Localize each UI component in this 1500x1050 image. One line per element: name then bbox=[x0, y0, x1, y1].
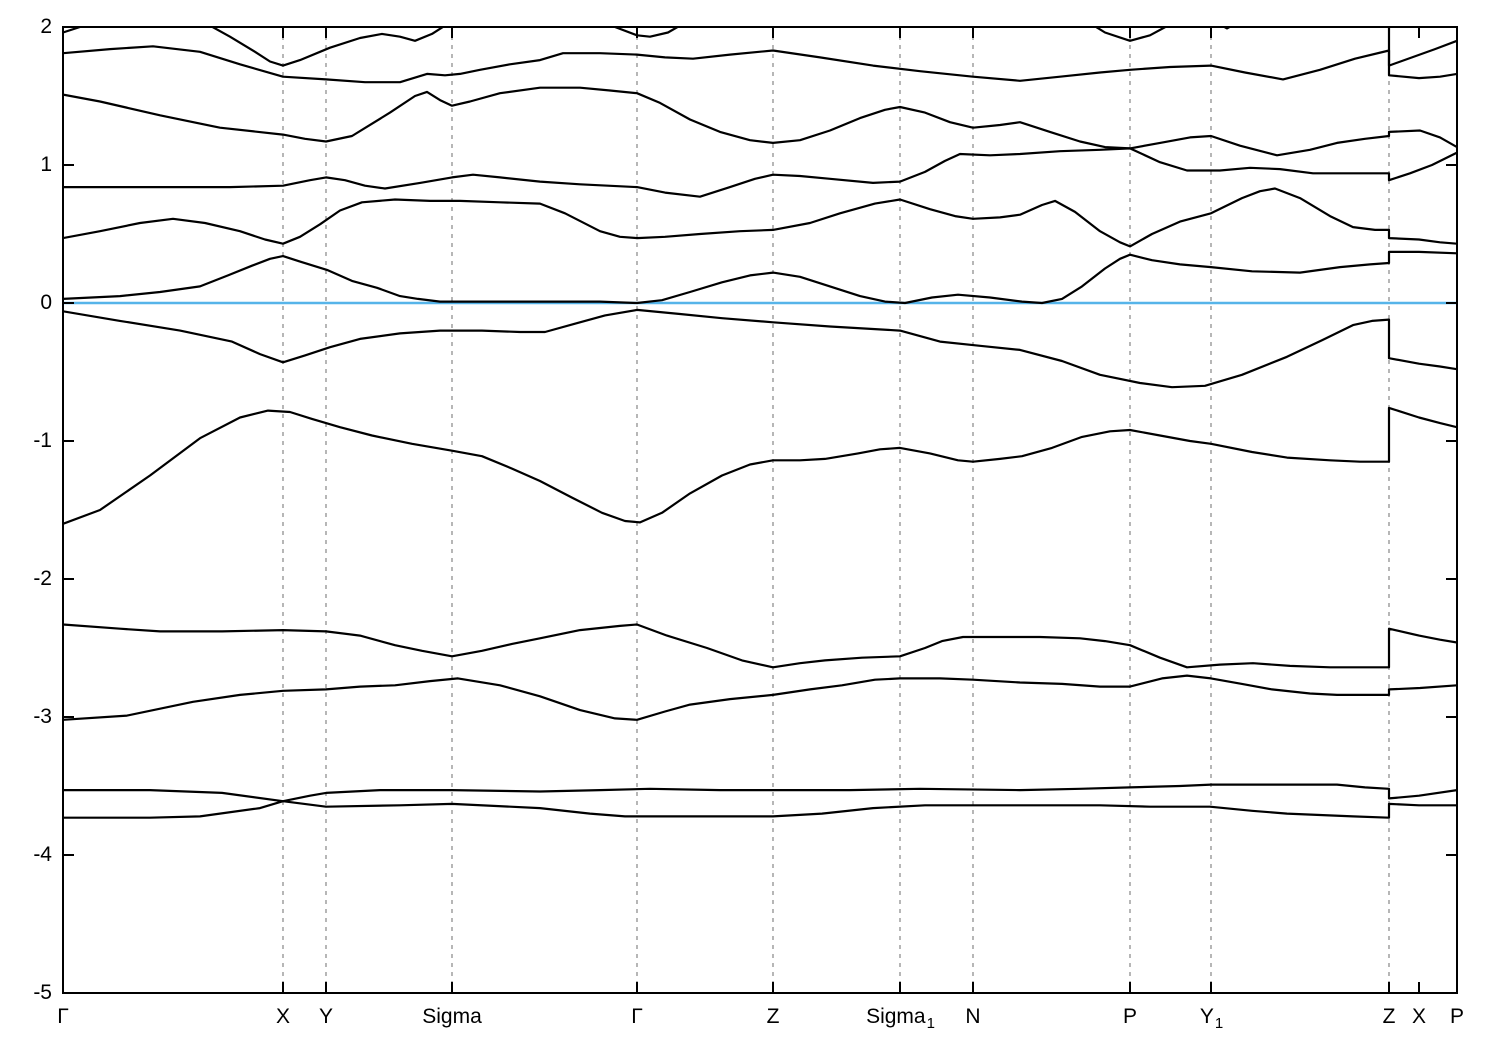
k-point-label-text: P bbox=[1449, 1005, 1464, 1028]
k-point-label: X bbox=[223, 1005, 343, 1029]
band-08 bbox=[63, 406, 1457, 525]
band-05 bbox=[63, 187, 1457, 248]
k-point-label: N bbox=[913, 1005, 1033, 1029]
band-02 bbox=[63, 45, 1457, 84]
k-point-label-text: Γ bbox=[57, 1005, 69, 1028]
k-point-label-subscript: 1 bbox=[1214, 1015, 1224, 1032]
bands-group bbox=[63, 27, 1457, 819]
k-point-label-text: P bbox=[1122, 1005, 1137, 1028]
k-point-label-text: Y bbox=[1199, 1005, 1214, 1028]
k-point-label: Sigma bbox=[392, 1005, 512, 1029]
k-point-label-text: Z bbox=[1382, 1005, 1396, 1028]
k-point-label-text: Y bbox=[318, 1005, 333, 1028]
y-tick-label: 1 bbox=[40, 153, 52, 176]
y-tick-label: -2 bbox=[33, 567, 52, 590]
k-point-label-text: Sigma bbox=[422, 1005, 482, 1028]
k-point-label-text: X bbox=[275, 1005, 290, 1028]
band-07 bbox=[63, 308, 1457, 389]
band-12 bbox=[63, 783, 1457, 819]
band-06 bbox=[63, 250, 1457, 305]
y-tick-label: -4 bbox=[33, 843, 52, 866]
band-01 bbox=[63, 27, 1457, 67]
band-11 bbox=[63, 788, 1457, 819]
k-point-label: Y bbox=[266, 1005, 386, 1029]
band-04 bbox=[63, 147, 1457, 198]
plot-frame bbox=[62, 26, 1458, 994]
y-tick-label: 0 bbox=[40, 291, 52, 314]
k-point-label-text: X bbox=[1411, 1005, 1426, 1028]
k-point-label: Γ bbox=[577, 1005, 697, 1029]
k-point-label: Y1 bbox=[1151, 1005, 1271, 1032]
band-03 bbox=[63, 86, 1457, 157]
k-point-label: P bbox=[1397, 1005, 1500, 1029]
k-point-label: Γ bbox=[3, 1005, 123, 1029]
band-09 bbox=[63, 623, 1457, 669]
k-point-label: X bbox=[1359, 1005, 1479, 1029]
y-tick-label: -3 bbox=[33, 705, 52, 728]
y-tick-label: -1 bbox=[33, 429, 52, 452]
k-point-label: Z bbox=[1329, 1005, 1449, 1029]
y-tick-label: 2 bbox=[40, 15, 52, 38]
k-point-label-text: N bbox=[965, 1005, 981, 1028]
band-10 bbox=[63, 674, 1457, 721]
k-point-label-text: Z bbox=[766, 1005, 780, 1028]
k-point-label: Sigma1 bbox=[840, 1005, 960, 1032]
k-point-label: Z bbox=[713, 1005, 833, 1029]
y-tick-label: -5 bbox=[33, 981, 52, 1004]
k-point-label-subscript: 1 bbox=[926, 1015, 935, 1032]
k-point-label: P bbox=[1070, 1005, 1190, 1029]
k-point-label-text: Sigma bbox=[866, 1005, 926, 1028]
k-point-label-text: Γ bbox=[631, 1005, 643, 1028]
